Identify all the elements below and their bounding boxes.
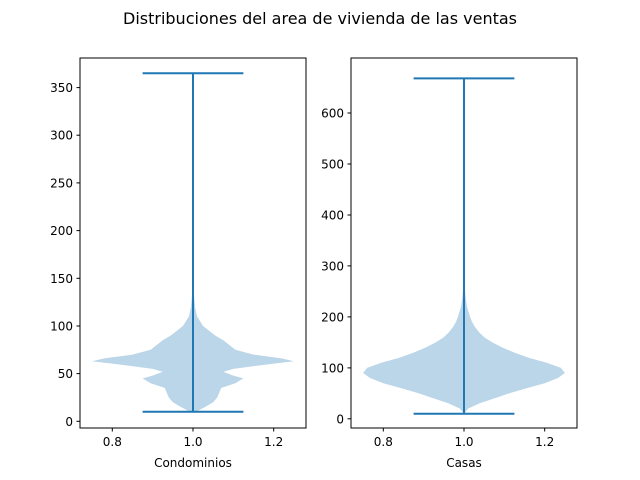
y-tick-label-condominios: 50	[58, 367, 73, 381]
x-axis-label-condominios: Condominios	[154, 456, 232, 470]
violin-panel-condominios: 0 50 100 150 200 250 300 350 0.8 1.0 1.2 Condominio…	[50, 57, 307, 470]
x-axis-label-casas: Casas	[446, 456, 482, 470]
y-tick-label-casas: 600	[321, 107, 344, 121]
y-tick-label-casas: 0	[336, 412, 344, 426]
x-tick-label-condominios: 1.2	[264, 435, 283, 449]
x-tick-label-casas: 1.0	[454, 435, 473, 449]
y-tick-label-condominios: 150	[50, 272, 73, 286]
y-tick-label-condominios: 250	[50, 176, 73, 190]
y-tick-label-casas: 100	[321, 361, 344, 375]
y-tick-label-casas: 300	[321, 259, 344, 273]
x-tick-label-casas: 0.8	[374, 435, 393, 449]
y-tick-label-condominios: 350	[50, 81, 73, 95]
violin-panel-casas: 0 100 200 300 400 500 600 0.8 1.0 1.2 Casas	[321, 57, 578, 470]
x-tick-label-casas: 1.2	[535, 435, 554, 449]
x-tick-label-condominios: 1.0	[183, 435, 202, 449]
y-tick-label-condominios: 200	[50, 224, 73, 238]
y-tick-label-casas: 200	[321, 310, 344, 324]
y-tick-label-casas: 500	[321, 158, 344, 172]
x-tick-label-condominios: 0.8	[103, 435, 122, 449]
y-tick-label-condominios: 300	[50, 129, 73, 143]
y-tick-label-condominios: 100	[50, 320, 73, 334]
y-tick-label-condominios: 0	[65, 415, 73, 429]
figure-title: Distribuciones del area de vivienda de l…	[123, 9, 517, 28]
y-tick-label-casas: 400	[321, 209, 344, 223]
